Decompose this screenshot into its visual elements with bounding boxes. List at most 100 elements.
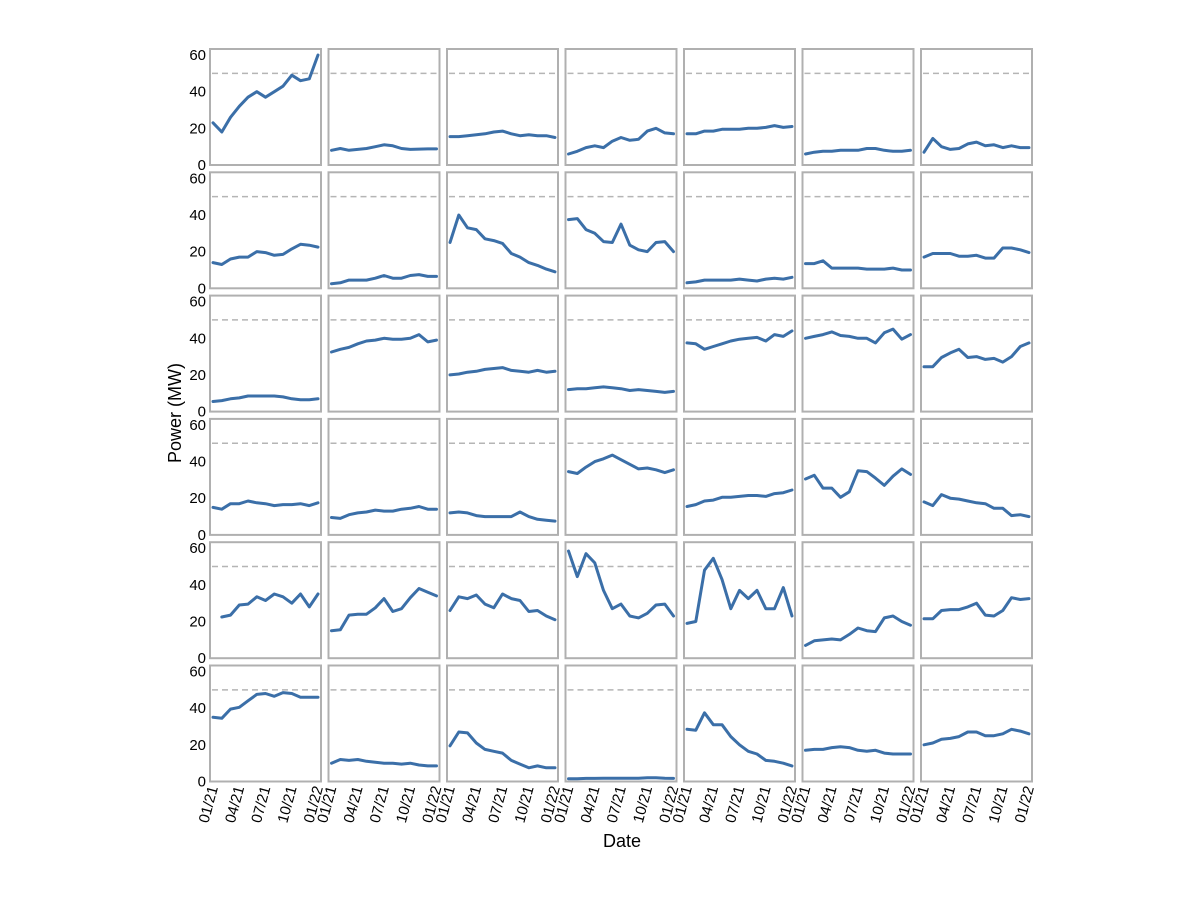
series-line (685, 711, 794, 768)
panel-6-2 (327, 664, 441, 783)
panel-1-5 (683, 48, 796, 166)
series-line (211, 499, 320, 511)
panel-frame (446, 541, 559, 660)
panel-frame (209, 48, 322, 166)
x-tick-label: 07/21 (367, 784, 393, 825)
panel-frame (920, 171, 1033, 290)
series-line (685, 488, 794, 508)
series-line (448, 129, 557, 139)
panel-3-4 (564, 294, 678, 413)
x-tick-label: 04/21 (341, 784, 367, 825)
panel-1-3 (446, 48, 559, 166)
x-tick-label: 10/21 (630, 784, 656, 825)
series-line (567, 549, 675, 620)
x-tick-label: 07/21 (959, 784, 985, 825)
panel-2-5 (683, 171, 796, 290)
panel-2-2 (327, 171, 441, 290)
panel-frame (446, 171, 559, 290)
panel-5-1 (209, 541, 322, 660)
panel-4-6 (801, 417, 915, 536)
panel-1-6 (801, 48, 915, 166)
x-tick-label: 04/21 (459, 784, 485, 825)
panel-frame (209, 171, 322, 290)
x-tick-label: 07/21 (485, 784, 511, 825)
series-line (685, 275, 794, 285)
series-line (567, 453, 675, 475)
panel-4-2 (327, 417, 441, 536)
series-line (567, 217, 675, 254)
series-line (330, 333, 438, 354)
panel-6-6 (801, 664, 915, 783)
y-tick-label: 40 (189, 330, 206, 347)
y-tick-label: 40 (189, 207, 206, 224)
series-line (804, 327, 912, 345)
y-axis-title: Power (MW) (165, 363, 185, 463)
panels-layer (209, 48, 1033, 783)
panel-6-5 (683, 664, 796, 783)
y-tick-label: 0 (198, 774, 206, 791)
panel-frame (209, 294, 322, 413)
x-tick-label: 07/21 (248, 784, 274, 825)
x-axis-title: Date (603, 831, 641, 851)
panel-5-3 (446, 541, 559, 660)
y-tick-label: 0 (198, 650, 206, 667)
panel-frame (564, 664, 678, 783)
y-tick-label: 20 (189, 367, 206, 384)
y-tick-label: 60 (189, 540, 206, 557)
panel-frame (209, 417, 322, 536)
panel-1-1 (209, 48, 322, 166)
y-tick-label: 40 (189, 577, 206, 594)
series-line (922, 596, 1031, 621)
series-line (448, 510, 557, 523)
x-tick-label: 04/21 (696, 784, 722, 825)
panel-2-3 (446, 171, 559, 290)
y-tick-label: 20 (189, 614, 206, 631)
panel-frame (683, 294, 796, 413)
panel-frame (801, 48, 915, 166)
panel-frame (564, 541, 678, 660)
panel-frame (683, 664, 796, 783)
panel-4-4 (564, 417, 678, 536)
panel-frame (683, 171, 796, 290)
panel-1-2 (327, 48, 441, 166)
series-line (211, 691, 320, 720)
panel-frame (920, 417, 1033, 536)
series-line (685, 124, 794, 136)
y-tick-label: 0 (198, 157, 206, 174)
series-line (804, 614, 912, 647)
x-tick-label: 04/21 (815, 784, 841, 825)
y-tick-label: 40 (189, 700, 206, 717)
x-tick-label: 04/21 (222, 784, 248, 825)
y-tick-label: 40 (189, 84, 206, 101)
panel-2-7 (920, 171, 1033, 290)
panel-1-4 (564, 48, 678, 166)
panel-6-4 (564, 664, 678, 783)
panel-2-4 (564, 171, 678, 290)
y-tick-label: 60 (189, 294, 206, 311)
panel-2-1 (209, 171, 322, 290)
panel-frame (209, 664, 322, 783)
series-line (804, 259, 912, 272)
panel-3-7 (920, 294, 1033, 413)
y-tick-label: 0 (198, 404, 206, 421)
panel-frame (327, 294, 441, 413)
y-tick-label: 20 (189, 244, 206, 261)
series-line (922, 246, 1031, 260)
panel-5-2 (327, 541, 441, 660)
panel-5-6 (801, 541, 915, 660)
panel-1-7 (920, 48, 1033, 166)
series-line (685, 329, 794, 351)
panel-4-3 (446, 417, 559, 536)
panel-frame (327, 171, 441, 290)
series-line (922, 136, 1031, 154)
series-line (567, 126, 675, 156)
panel-3-5 (683, 294, 796, 413)
series-line (804, 147, 912, 156)
panel-4-5 (683, 417, 796, 536)
x-tick-label: 01/22 (1012, 784, 1038, 825)
panel-5-7 (920, 541, 1033, 660)
panel-frame (801, 417, 915, 536)
panel-6-1 (209, 664, 322, 783)
y-tick-label: 60 (189, 417, 206, 434)
